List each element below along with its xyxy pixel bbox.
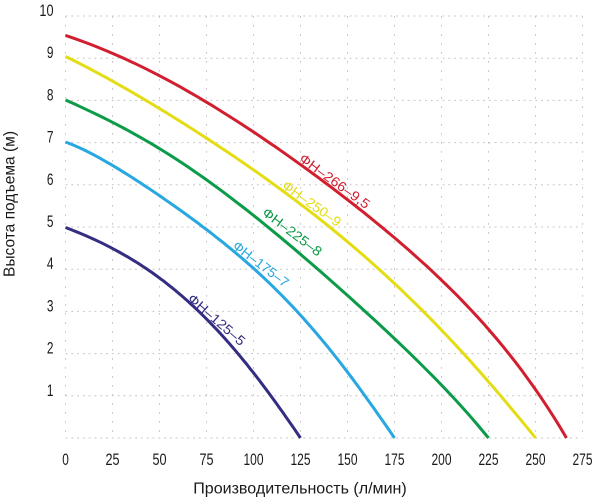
svg-text:5: 5 [47, 212, 54, 231]
svg-text:Производительность (л/мин): Производительность (л/мин) [193, 481, 407, 498]
svg-text:225: 225 [479, 450, 499, 469]
svg-text:2: 2 [47, 339, 54, 358]
svg-text:10: 10 [39, 1, 53, 20]
svg-text:175: 175 [385, 450, 405, 469]
svg-text:0: 0 [62, 450, 69, 469]
svg-text:7: 7 [47, 128, 54, 147]
svg-text:25: 25 [105, 450, 119, 469]
svg-text:75: 75 [199, 450, 213, 469]
svg-text:Высота подъема (м): Высота подъема (м) [2, 131, 19, 277]
svg-text:50: 50 [152, 450, 166, 469]
svg-text:3: 3 [47, 296, 54, 315]
svg-text:200: 200 [432, 450, 452, 469]
svg-text:1: 1 [47, 381, 54, 400]
svg-text:9: 9 [47, 43, 54, 62]
svg-text:6: 6 [47, 170, 54, 189]
svg-text:100: 100 [244, 450, 264, 469]
svg-text:125: 125 [291, 450, 311, 469]
svg-text:8: 8 [47, 85, 54, 104]
svg-text:ФН–125–5: ФН–125–5 [185, 291, 248, 349]
svg-text:150: 150 [338, 450, 358, 469]
svg-text:ФН–175–7: ФН–175–7 [230, 238, 292, 290]
svg-text:4: 4 [47, 254, 54, 273]
svg-text:250: 250 [526, 450, 546, 469]
svg-text:275: 275 [573, 450, 593, 469]
